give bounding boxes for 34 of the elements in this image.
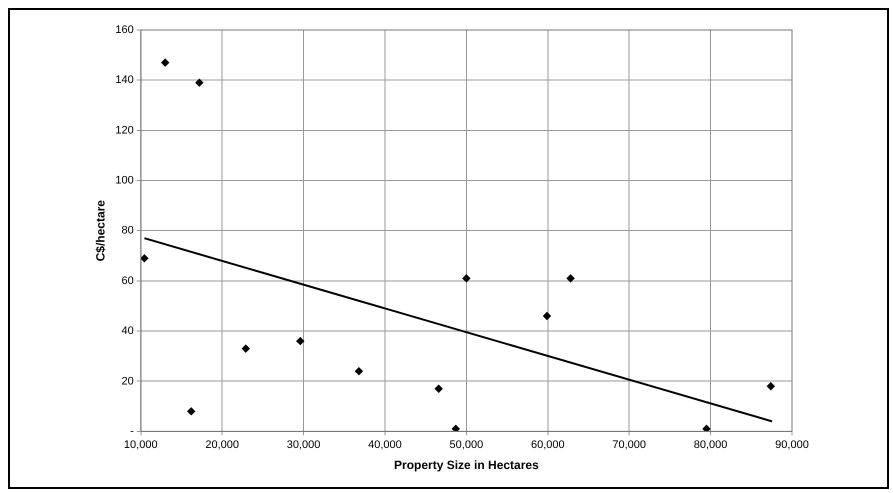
x-tick-label: 20,000 (205, 439, 239, 452)
x-tick-label: 70,000 (612, 439, 646, 452)
x-tick-label: 60,000 (530, 439, 565, 452)
point (542, 312, 551, 320)
point (766, 382, 775, 390)
y-tick-label: 100 (115, 174, 134, 187)
x-axis-title: Property Size in Hectares (394, 458, 540, 472)
point (462, 274, 470, 282)
y-tick-label: 80 (122, 224, 134, 237)
x-tick-label: 50,000 (450, 439, 484, 452)
point (296, 337, 304, 346)
x-tick-label: 10,000 (124, 439, 158, 452)
y-tick-label: - (130, 425, 134, 438)
y-tick-label: 160 (115, 24, 134, 36)
x-tick-label: 30,000 (286, 439, 320, 452)
point (187, 407, 196, 416)
point (161, 58, 170, 67)
x-tick-label: 80,000 (694, 439, 728, 452)
x-tick-label: 40,000 (368, 439, 402, 452)
point (452, 424, 460, 432)
point (195, 78, 204, 87)
point (434, 384, 443, 393)
y-tick-label: 60 (122, 274, 134, 287)
y-tick-label: 120 (115, 124, 134, 136)
point (140, 254, 148, 262)
y-tick-label: 20 (122, 375, 134, 388)
point (702, 424, 711, 432)
point (566, 274, 575, 282)
point (354, 367, 363, 376)
point (242, 344, 250, 353)
x-tick-label: 90,000 (775, 439, 809, 452)
y-axis-title: C$/hectare (94, 200, 108, 262)
y-tick-label: 40 (122, 325, 134, 338)
y-tick-label: 140 (115, 74, 134, 86)
